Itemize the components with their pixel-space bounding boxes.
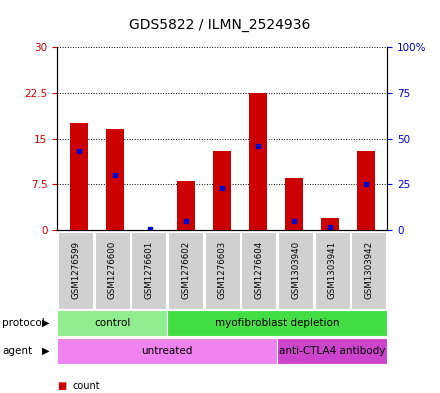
Text: GSM1276602: GSM1276602 bbox=[181, 241, 190, 299]
Bar bbox=[357, 151, 374, 230]
Text: GSM1276600: GSM1276600 bbox=[108, 241, 117, 299]
Bar bbox=[106, 129, 124, 230]
Text: GSM1303942: GSM1303942 bbox=[364, 241, 374, 299]
Text: GSM1303941: GSM1303941 bbox=[328, 241, 337, 299]
Text: GSM1276601: GSM1276601 bbox=[144, 241, 154, 299]
Text: ▶: ▶ bbox=[42, 318, 50, 328]
Text: agent: agent bbox=[2, 346, 32, 356]
Text: untreated: untreated bbox=[142, 346, 193, 356]
Text: anti-CTLA4 antibody: anti-CTLA4 antibody bbox=[279, 346, 385, 356]
Text: control: control bbox=[94, 318, 130, 328]
Text: ■: ■ bbox=[57, 381, 66, 391]
Text: GSM1303940: GSM1303940 bbox=[291, 241, 300, 299]
Bar bbox=[285, 178, 303, 230]
Text: ▶: ▶ bbox=[42, 346, 50, 356]
Bar bbox=[213, 151, 231, 230]
Text: GSM1276599: GSM1276599 bbox=[71, 241, 80, 299]
Bar bbox=[321, 218, 339, 230]
Text: myofibroblast depletion: myofibroblast depletion bbox=[215, 318, 339, 328]
Bar bbox=[177, 181, 195, 230]
Text: count: count bbox=[73, 381, 100, 391]
Text: GDS5822 / ILMN_2524936: GDS5822 / ILMN_2524936 bbox=[129, 18, 311, 32]
Bar bbox=[70, 123, 88, 230]
Text: GSM1276603: GSM1276603 bbox=[218, 241, 227, 299]
Text: GSM1276604: GSM1276604 bbox=[254, 241, 264, 299]
Bar bbox=[249, 93, 267, 230]
Text: protocol: protocol bbox=[2, 318, 45, 328]
